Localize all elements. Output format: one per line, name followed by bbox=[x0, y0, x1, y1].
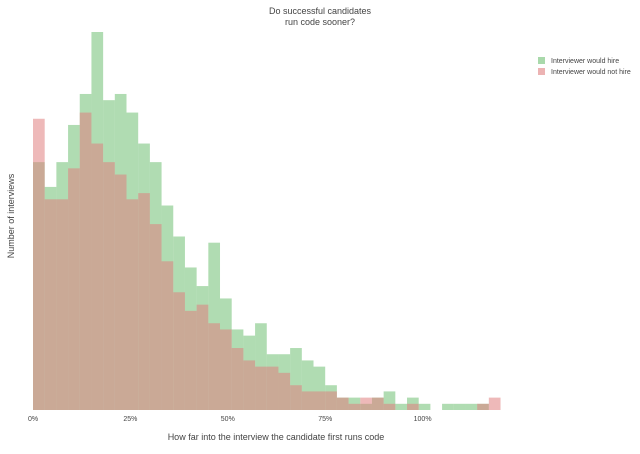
histogram-bar bbox=[114, 174, 127, 410]
chart-title: Do successful candidates run code sooner… bbox=[269, 6, 372, 27]
histogram-bar bbox=[33, 118, 45, 411]
histogram-bar bbox=[184, 310, 197, 410]
histogram-bar bbox=[465, 403, 478, 410]
histogram-bar bbox=[220, 329, 232, 410]
histogram-bar bbox=[56, 199, 69, 410]
histogram-bar bbox=[290, 348, 302, 410]
x-axis-ticks: 0% 25% 50% 75% 100% bbox=[28, 416, 432, 423]
x-tick-label: 75% bbox=[318, 416, 332, 423]
histogram-bar bbox=[266, 366, 279, 410]
histogram-bar bbox=[313, 366, 326, 410]
histogram-bar bbox=[301, 360, 314, 410]
histogram-bar bbox=[348, 403, 361, 410]
histogram-bar bbox=[477, 403, 489, 410]
histogram-bar bbox=[371, 397, 384, 410]
histogram-bar bbox=[325, 391, 337, 410]
histogram-bar bbox=[68, 168, 80, 410]
legend: Interviewer would hire Interviewer would… bbox=[538, 57, 631, 76]
histogram-bar bbox=[91, 143, 104, 410]
title-line-1: Do successful candidates bbox=[269, 6, 372, 16]
plot-area bbox=[33, 32, 501, 411]
histogram-bar bbox=[255, 366, 267, 410]
histogram-bar bbox=[243, 360, 256, 410]
histogram-bar bbox=[79, 112, 92, 411]
x-tick-label: 25% bbox=[123, 416, 137, 423]
histogram-bar bbox=[103, 162, 115, 410]
legend-label-hire: Interviewer would hire bbox=[551, 58, 619, 65]
series-not-hire bbox=[33, 112, 501, 411]
histogram-bar bbox=[453, 403, 466, 410]
histogram-bar bbox=[488, 397, 501, 410]
histogram-bar bbox=[161, 261, 174, 410]
y-axis-label: Number of interviews bbox=[6, 173, 16, 258]
histogram-bar bbox=[301, 391, 314, 410]
histogram-bar bbox=[442, 403, 454, 410]
legend-label-not-hire: Interviewer would not hire bbox=[551, 69, 631, 76]
histogram-bar bbox=[208, 323, 221, 410]
histogram-bar bbox=[383, 403, 396, 410]
histogram-bar bbox=[44, 199, 57, 410]
legend-swatch-not-hire bbox=[538, 68, 545, 75]
histogram-bar bbox=[336, 397, 349, 410]
legend-swatch-hire bbox=[538, 57, 545, 64]
histogram-bar bbox=[149, 224, 162, 410]
histogram-bar bbox=[360, 397, 372, 410]
x-tick-label: 100% bbox=[414, 416, 432, 423]
title-line-2: run code sooner? bbox=[285, 17, 355, 27]
histogram-bar bbox=[196, 304, 209, 410]
x-axis-label: How far into the interview the candidate… bbox=[168, 432, 385, 442]
x-tick-label: 50% bbox=[221, 416, 235, 423]
histogram-bar bbox=[290, 385, 302, 410]
histogram-bar bbox=[126, 199, 139, 410]
histogram-bar bbox=[278, 372, 291, 410]
histogram-bar bbox=[395, 403, 408, 410]
histogram-bar bbox=[418, 403, 431, 410]
histogram-bar bbox=[231, 348, 244, 410]
histogram-bar bbox=[383, 391, 396, 410]
histogram-bar bbox=[407, 403, 419, 410]
histogram-bar bbox=[138, 193, 150, 410]
histogram-bar bbox=[173, 292, 185, 410]
histogram-bar bbox=[313, 391, 326, 410]
x-tick-label: 0% bbox=[28, 416, 38, 423]
